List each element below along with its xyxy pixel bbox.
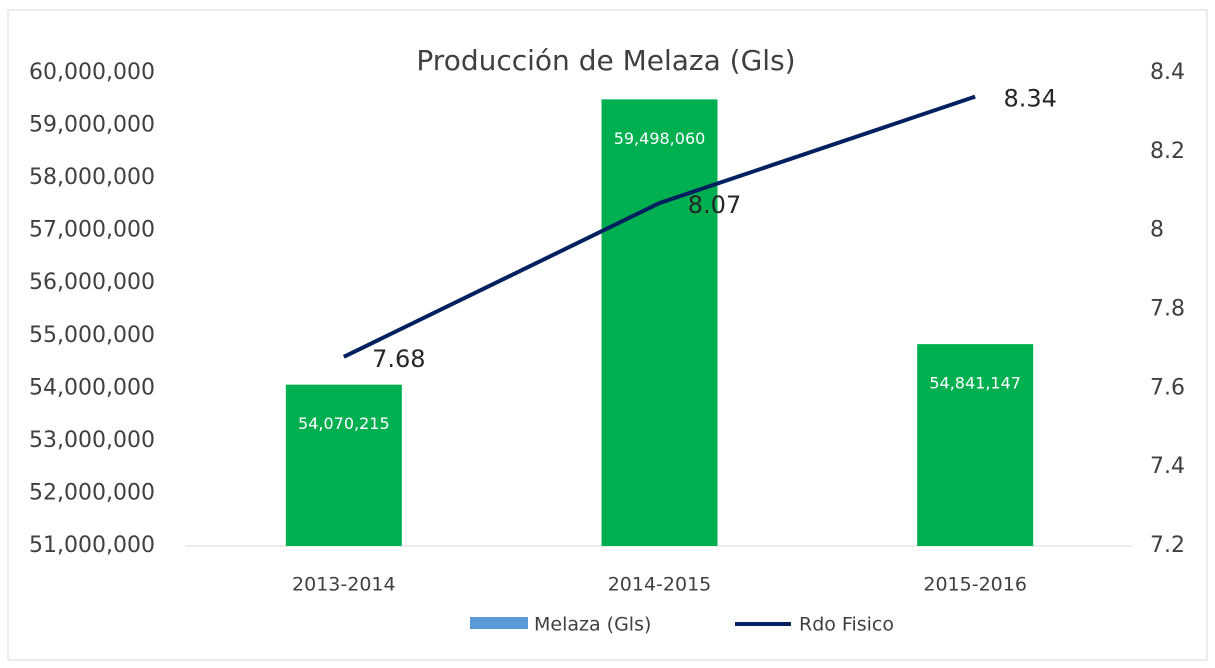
bar	[601, 99, 718, 547]
line-value-label: 8.07	[688, 191, 741, 219]
bar	[917, 344, 1034, 546]
x-tick-label: 2014-2015	[608, 574, 712, 596]
y-tick-label: 60,000,000	[29, 60, 155, 85]
y-tick-label: 57,000,000	[29, 218, 155, 243]
y2-tick-label: 8	[1150, 218, 1164, 243]
y-tick-label: 53,000,000	[29, 428, 155, 453]
y-tick-label: 52,000,000	[29, 480, 155, 505]
y-tick-label: 56,000,000	[29, 270, 155, 295]
y2-tick-label: 7.4	[1150, 454, 1185, 479]
bar-value-label: 59,498,060	[614, 129, 706, 148]
bar-value-label: 54,070,215	[298, 414, 390, 433]
y-tick-label: 59,000,000	[29, 113, 155, 138]
x-tick-label: 2015-2016	[923, 574, 1027, 596]
line-value-label: 7.68	[372, 345, 425, 373]
y2-tick-label: 8.2	[1150, 139, 1185, 164]
y2-tick-label: 8.4	[1150, 60, 1185, 85]
y-tick-label: 54,000,000	[29, 375, 155, 400]
y-tick-label: 55,000,000	[29, 323, 155, 348]
bar	[285, 384, 402, 546]
chart-title: Producción de Melaza (Gls)	[416, 44, 795, 77]
legend-label: Melaza (Gls)	[534, 614, 651, 636]
legend-swatch	[470, 617, 528, 629]
line-series	[342, 94, 976, 359]
y2-tick-label: 7.8	[1150, 297, 1185, 322]
y-tick-label: 51,000,000	[29, 533, 155, 558]
y2-tick-label: 7.6	[1150, 375, 1185, 400]
bar-value-label: 54,841,147	[929, 374, 1021, 393]
x-tick-label: 2013-2014	[292, 574, 396, 596]
y-tick-label: 58,000,000	[29, 165, 155, 190]
line-value-label: 8.34	[1003, 85, 1056, 113]
legend-label: Rdo Fisico	[799, 614, 894, 636]
y2-tick-label: 7.2	[1150, 533, 1185, 558]
